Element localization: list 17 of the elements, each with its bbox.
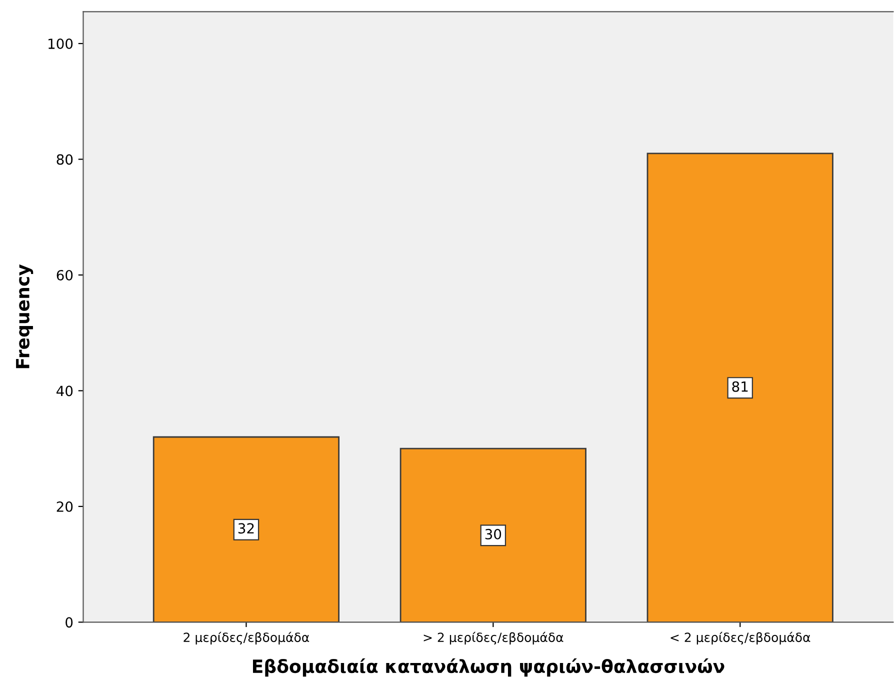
bar [400,448,586,622]
x-tick-label: < 2 μερίδες/εβδομάδα [670,632,810,645]
data-label: 32 [238,523,254,534]
y-tick-label: 100 [48,38,73,50]
bar [646,152,834,622]
x-axis-title: Εβδομαδιαία κατανάλωση ψαριών-θαλασσινών [252,658,724,677]
bar [152,436,340,622]
y-tick-label: 20 [56,501,73,512]
y-tick-label: 0 [66,617,73,628]
y-tick-label: 60 [56,270,73,280]
data-label: 81 [732,381,748,392]
x-tick-label: > 2 μερίδες/εβδομάδα [424,632,564,645]
x-tick-label: 2 μερίδες/εβδομάδα [184,632,310,645]
data-label: 30 [485,528,502,540]
y-tick-label: 40 [56,386,73,396]
y-axis-title: Frequency [16,264,34,368]
y-tick-label: 80 [56,154,73,165]
